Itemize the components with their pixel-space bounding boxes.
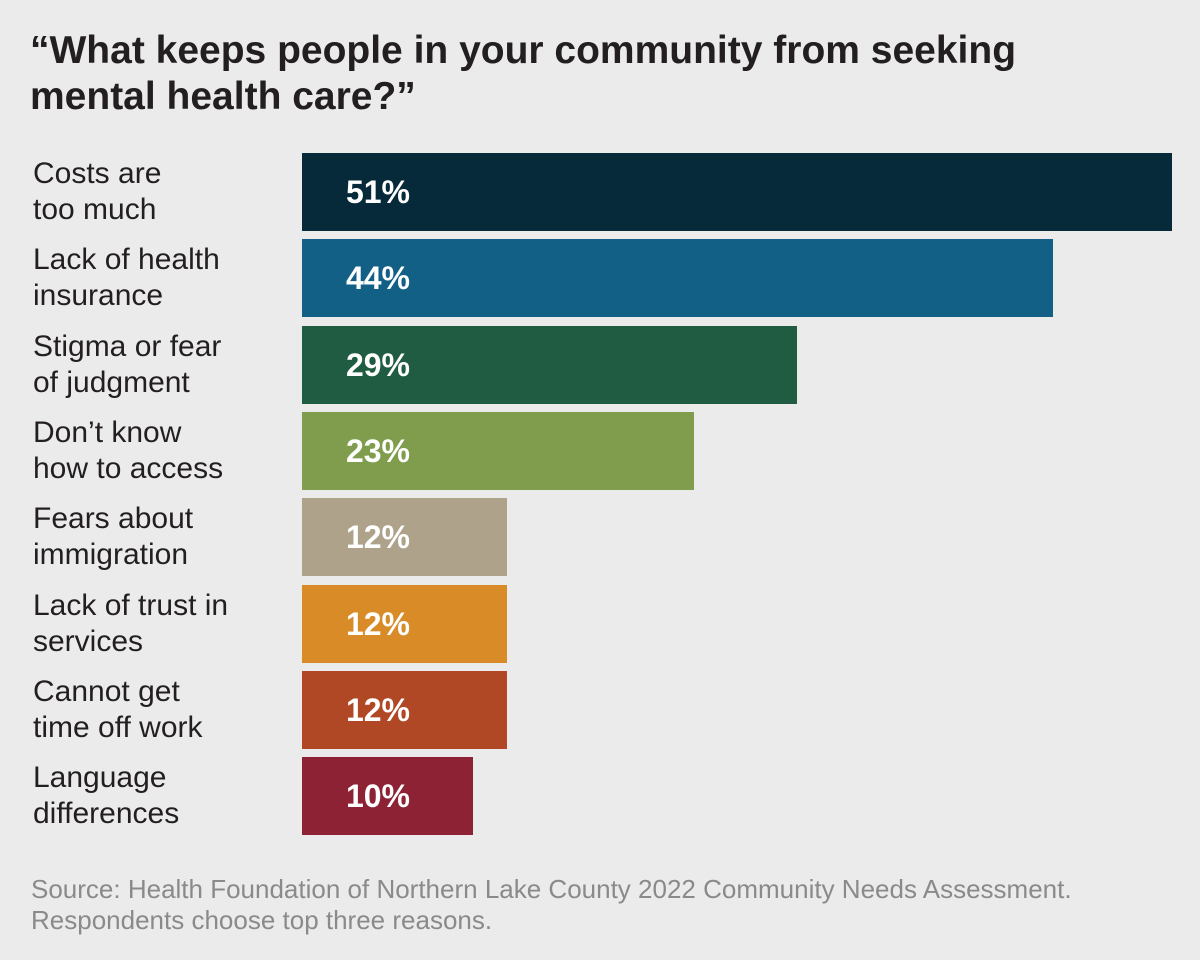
bar (302, 153, 1172, 231)
data-label: 29% (345, 346, 410, 383)
category-label: Lack of trust in services (33, 588, 229, 658)
data-label: 51% (345, 174, 410, 210)
bar (302, 498, 507, 577)
bar (302, 325, 797, 404)
chart-title: “What keeps people in your community fro… (30, 29, 1017, 118)
data-label: 12% (345, 605, 410, 642)
bar (302, 411, 695, 490)
category-label: Fears about immigration (33, 502, 194, 572)
bar (302, 584, 507, 663)
category-label: Don’t know how to access (33, 415, 224, 485)
data-label: 12% (345, 519, 410, 556)
data-label: 12% (345, 691, 410, 728)
category-label: Costs are too much (33, 157, 162, 226)
category-label: Stigma or fear of judgment (33, 329, 222, 399)
category-label: Language differences (33, 761, 180, 831)
data-label: 10% (345, 778, 410, 815)
category-label: Lack of health insurance (33, 243, 220, 313)
bar (302, 670, 507, 749)
category-label: Cannot get time off work (33, 674, 203, 744)
source-note: Source: Health Foundation of Northern La… (31, 874, 1072, 935)
bar (302, 239, 1053, 318)
data-label: 44% (345, 260, 410, 297)
bar (302, 757, 473, 836)
data-label: 23% (345, 432, 410, 469)
